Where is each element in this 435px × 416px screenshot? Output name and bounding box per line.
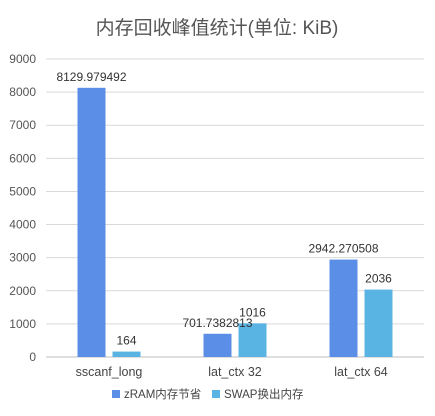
legend-label: zRAM内存节省 bbox=[124, 387, 201, 401]
bar-series-2 bbox=[238, 323, 267, 357]
legend-label: SWAP换出内存 bbox=[224, 387, 303, 401]
legend: zRAM内存节省 SWAP换出内存 bbox=[112, 387, 303, 401]
gridlines bbox=[46, 58, 424, 358]
bar-series-1 bbox=[77, 87, 106, 357]
data-label: 164 bbox=[116, 334, 136, 348]
legend-swatch bbox=[112, 390, 120, 398]
bars bbox=[77, 87, 393, 357]
y-axis-ticks: 0 1000 2000 3000 4000 5000 6000 7000 8000 9000 bbox=[9, 52, 36, 364]
data-label: 8129.979492 bbox=[56, 70, 126, 84]
bar-series-2 bbox=[112, 351, 141, 357]
chart-title: 内存回收峰值统计(单位: KiB) bbox=[96, 17, 339, 39]
x-tick-label: sscanf_long bbox=[76, 365, 143, 379]
y-tick-label: 8000 bbox=[9, 85, 36, 99]
y-tick-label: 9000 bbox=[9, 52, 36, 66]
bar-series-1 bbox=[203, 333, 232, 357]
data-label: 2036 bbox=[365, 272, 392, 286]
data-label: 701.7382813 bbox=[182, 316, 252, 330]
y-tick-label: 5000 bbox=[9, 184, 36, 198]
y-tick-label: 1000 bbox=[9, 317, 36, 331]
y-tick-label: 3000 bbox=[9, 251, 36, 265]
x-axis-ticks: sscanf_long lat_ctx 32 lat_ctx 64 bbox=[76, 365, 388, 379]
y-tick-label: 0 bbox=[29, 350, 36, 364]
bar-series-1 bbox=[329, 259, 358, 357]
y-tick-label: 2000 bbox=[9, 284, 36, 298]
legend-swatch bbox=[212, 390, 220, 398]
x-tick-label: lat_ctx 64 bbox=[334, 365, 388, 379]
data-label: 1016 bbox=[239, 305, 266, 319]
data-label: 2942.270508 bbox=[308, 242, 378, 256]
bar-series-2 bbox=[364, 289, 393, 357]
x-tick-label: lat_ctx 32 bbox=[208, 365, 262, 379]
y-tick-label: 6000 bbox=[9, 151, 36, 165]
y-tick-label: 4000 bbox=[9, 218, 36, 232]
y-tick-label: 7000 bbox=[9, 118, 36, 132]
